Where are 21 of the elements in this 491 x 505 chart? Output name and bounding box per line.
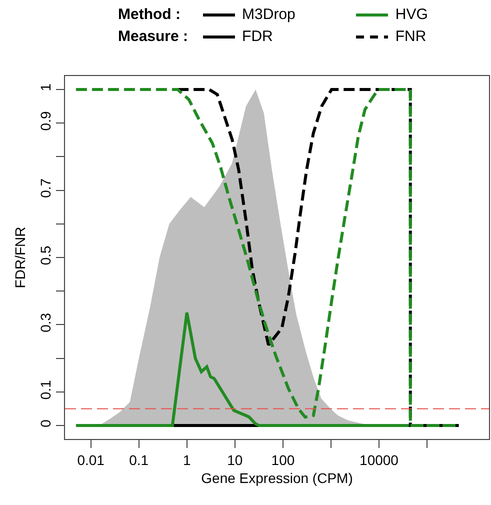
x-tick-label: 100 [271, 452, 295, 468]
y-tick-label: 1 [37, 83, 54, 92]
x-axis-title: Gene Expression (CPM) [201, 470, 353, 486]
text: FDR [242, 27, 274, 47]
text: FNR [395, 27, 428, 47]
text: HVG [395, 5, 429, 25]
y-tick-label: 0.3 [37, 312, 54, 332]
x-tick-label: 1 [182, 452, 191, 468]
text: Method : [118, 5, 182, 25]
y-tick-label: 0.7 [37, 178, 54, 198]
x-tick-label: 10 [227, 452, 243, 468]
y-tick-label: 0.1 [37, 380, 54, 400]
x-tick-label: 10000 [360, 452, 399, 468]
x-tick-label: 0.1 [129, 452, 149, 468]
y-tick-label: 0.5 [37, 245, 54, 266]
y-tick-label: 0 [37, 419, 54, 428]
y-axis-title: FDR/FNR [12, 226, 28, 288]
y-tick-label: 0.9 [37, 111, 54, 131]
text: Measure : [118, 27, 190, 47]
text: M3Drop [242, 5, 296, 25]
x-tick-label: 0.01 [77, 452, 105, 468]
